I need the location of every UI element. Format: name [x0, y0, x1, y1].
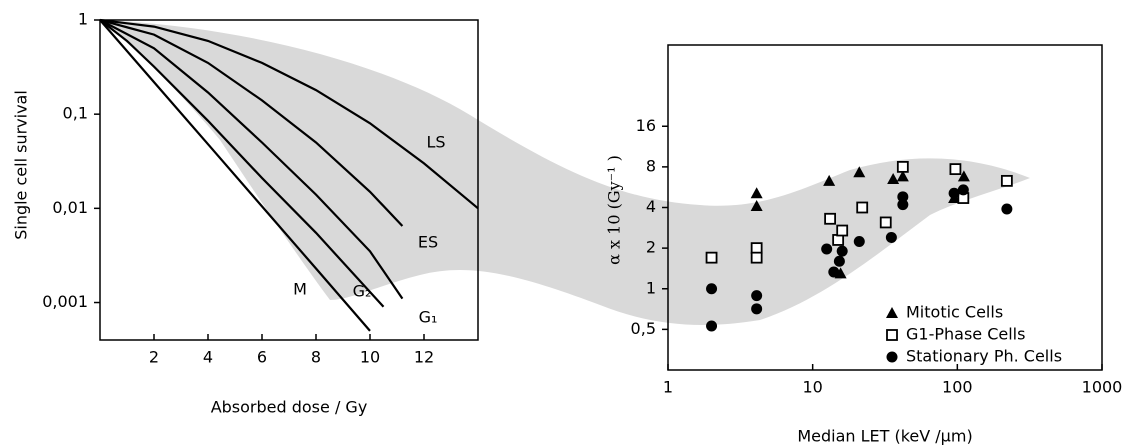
marker-circle: [751, 303, 763, 315]
y-tick-label: 1: [646, 278, 656, 297]
y-tick-label: 0,01: [52, 198, 88, 217]
x-tick-label: 2: [149, 348, 159, 367]
marker-circle: [853, 235, 865, 247]
marker-circle: [706, 320, 718, 332]
marker-square: [856, 201, 869, 214]
survival-curve: [99, 19, 404, 300]
shaded-band: [100, 20, 1030, 325]
y-tick-label: 8: [646, 156, 656, 175]
curve-label: G₂: [353, 282, 372, 301]
marker-square: [896, 160, 909, 173]
marker-triangle: [887, 173, 900, 185]
survival-curve: [99, 19, 371, 332]
y-tick-label: 2: [646, 238, 656, 257]
x-tick-label: 10: [802, 378, 822, 397]
marker-square: [750, 251, 763, 264]
curve-label: LS: [426, 133, 445, 152]
marker-square: [836, 224, 849, 237]
marker-square: [705, 251, 718, 264]
marker-triangle: [853, 166, 866, 178]
legend-label: Mitotic Cells: [906, 303, 1003, 322]
legend-label: G1-Phase Cells: [906, 325, 1025, 344]
marker-circle: [897, 199, 909, 211]
marker-triangle: [750, 200, 763, 212]
y-tick-label: 4: [646, 197, 656, 216]
marker-square: [750, 242, 763, 255]
x-tick-label: 6: [257, 348, 267, 367]
marker-circle: [1001, 203, 1013, 215]
marker-triangle: [750, 187, 763, 199]
y-tick-label: 16: [636, 116, 656, 135]
x-axis-label: Median LET (keV /µm): [797, 427, 972, 445]
marker-triangle: [957, 170, 970, 182]
curve-label: ES: [418, 233, 438, 252]
curve-label: M: [293, 280, 307, 299]
legend-label: Stationary Ph. Cells: [906, 347, 1062, 366]
marker-square: [1000, 174, 1013, 187]
x-tick-label: 1: [663, 378, 673, 397]
marker-square: [949, 163, 962, 176]
x-tick-label: 10: [360, 348, 380, 367]
marker-circle: [751, 290, 763, 302]
marker-circle: [836, 245, 848, 257]
y-tick-label: 0,1: [63, 104, 88, 123]
marker-circle: [948, 187, 960, 199]
y-tick-label: 1: [78, 10, 88, 29]
legend-marker: [886, 307, 898, 318]
y-tick-label: 0,001: [42, 292, 88, 311]
marker-circle: [821, 243, 833, 255]
survival-curve: [99, 18, 404, 227]
x-tick-label: 4: [203, 348, 213, 367]
survival-curve: [99, 18, 479, 210]
marker-square: [824, 212, 837, 225]
marker-circle: [885, 231, 897, 243]
y-axis-label: α x 10 (Gy⁻¹ ): [605, 155, 624, 265]
x-tick-label: 8: [311, 348, 321, 367]
legend-marker: [886, 329, 898, 341]
y-tick-label: 0,5: [631, 319, 656, 338]
marker-circle: [957, 184, 969, 196]
survival-curve: [99, 19, 385, 308]
x-axis-label: Absorbed dose / Gy: [211, 398, 368, 417]
x-tick-label: 12: [414, 348, 434, 367]
marker-circle: [833, 255, 845, 267]
legend-marker: [886, 351, 898, 363]
x-tick-label: 1000: [1082, 378, 1122, 397]
marker-circle: [828, 266, 840, 278]
plot-frame: [99, 19, 479, 341]
curve-label: G₁: [419, 308, 438, 327]
x-tick-label: 100: [942, 378, 973, 397]
y-axis-label: Single cell survival: [12, 90, 31, 240]
marker-circle: [897, 191, 909, 203]
marker-circle: [706, 283, 718, 295]
marker-triangle: [896, 170, 909, 182]
marker-triangle: [823, 174, 836, 186]
marker-square: [879, 216, 892, 229]
